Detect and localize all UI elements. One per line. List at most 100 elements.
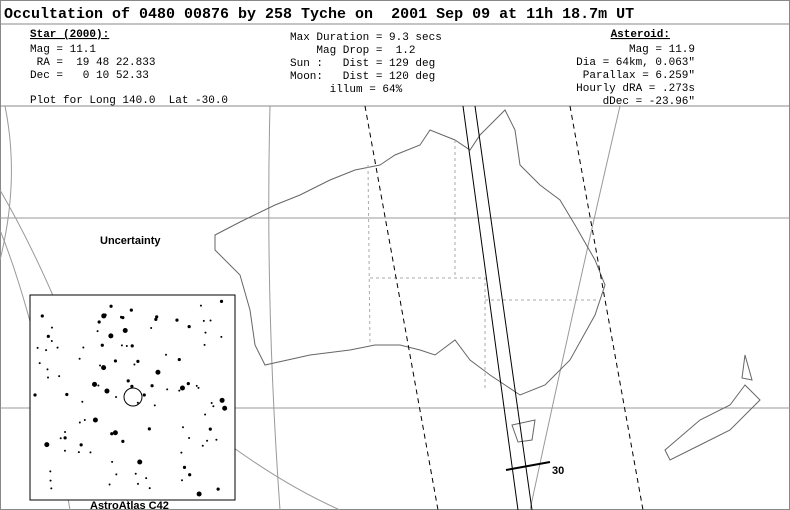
inset-chart xyxy=(29,294,236,501)
info-line: Dec = 0 10 52.33 xyxy=(30,70,149,82)
star-dot xyxy=(188,473,192,477)
star-dot xyxy=(177,357,181,362)
star-dot xyxy=(120,344,123,347)
info-line: Mag = 11.1 xyxy=(30,44,96,56)
star-dot xyxy=(92,381,98,387)
star-dot xyxy=(166,388,169,391)
info-line: Max Duration = 9.3 secs xyxy=(290,32,442,44)
uncertainty-label: Uncertainty xyxy=(100,235,161,247)
star-dot xyxy=(220,335,223,338)
star-dot xyxy=(38,362,41,365)
star-dot xyxy=(222,405,228,411)
star-dot xyxy=(182,465,187,469)
star-dot xyxy=(45,349,48,352)
inset-label: AstroAtlas C42 xyxy=(90,500,169,510)
asteroid-heading: Asteroid: xyxy=(611,29,670,41)
star-dot xyxy=(110,432,114,436)
star-dot xyxy=(134,472,137,475)
star-dot xyxy=(46,368,49,371)
star-dot xyxy=(210,401,213,404)
star-dot xyxy=(179,385,185,391)
star-field xyxy=(33,299,228,497)
star-dot xyxy=(100,343,104,347)
star-dot xyxy=(112,430,118,436)
info-line: Mag Drop = 1.2 xyxy=(290,45,415,57)
star-dot xyxy=(44,442,50,448)
info-line: illum = 64% xyxy=(290,84,403,96)
star-dot xyxy=(199,304,202,307)
star-dot xyxy=(120,315,123,318)
star-dot xyxy=(79,443,83,447)
star-dot xyxy=(145,477,148,480)
star-dot xyxy=(219,299,224,303)
info-line: Dia = 64km, 0.063" xyxy=(576,57,695,69)
star-dot xyxy=(136,482,139,485)
star-dot xyxy=(121,439,125,443)
shadow-path xyxy=(364,105,644,510)
star-dot xyxy=(216,487,220,491)
star-dot xyxy=(202,319,205,322)
tasmania xyxy=(511,419,536,443)
star-dot xyxy=(63,436,67,440)
star-dot xyxy=(78,421,81,424)
star-dot xyxy=(219,397,225,403)
target-circle xyxy=(123,387,143,407)
star-dot xyxy=(59,437,62,440)
info-line: Hourly dRA = .273s xyxy=(576,83,695,95)
star-dot xyxy=(203,343,206,346)
star-dot xyxy=(50,487,53,490)
star-dot xyxy=(50,326,53,329)
star-dot xyxy=(181,479,184,482)
star-dot xyxy=(56,346,59,349)
star-dot xyxy=(150,384,154,388)
star-dot xyxy=(78,357,81,360)
star-dot xyxy=(130,384,134,389)
australia xyxy=(214,109,606,396)
star-dot xyxy=(108,333,114,339)
star-dot xyxy=(99,364,102,367)
star-dot xyxy=(206,439,209,442)
star-dot xyxy=(204,413,207,416)
star-dot xyxy=(104,388,110,394)
arc xyxy=(268,105,281,510)
star-dot xyxy=(50,340,53,343)
star-dot xyxy=(154,317,158,321)
star-dot xyxy=(33,393,37,397)
star-dot xyxy=(97,384,100,387)
arc xyxy=(529,105,621,510)
plot-for: Plot for Long 140.0 Lat -30.0 xyxy=(30,95,228,107)
star-dot xyxy=(178,389,181,392)
star-dot xyxy=(113,359,118,363)
event-info: Max Duration = 9.3 secs Mag Drop = 1.2Su… xyxy=(290,32,442,96)
star-dot xyxy=(212,405,215,408)
star-dot xyxy=(197,386,200,389)
star-dot xyxy=(115,396,118,399)
info-line: Sun : Dist = 129 deg xyxy=(290,58,435,70)
star-dot xyxy=(136,401,139,404)
star-dot xyxy=(195,384,198,387)
star-dot xyxy=(155,315,159,319)
star-dot xyxy=(126,379,130,383)
star-dot xyxy=(101,313,107,319)
star-dot xyxy=(64,430,67,433)
star-dot xyxy=(82,346,85,349)
star-dot xyxy=(111,460,114,463)
star-dot xyxy=(63,449,66,452)
star-dot xyxy=(36,346,39,349)
star-dot xyxy=(204,331,207,334)
info-line: RA = 19 48 22.833 xyxy=(30,57,155,69)
star-dot xyxy=(81,400,84,403)
star-dot xyxy=(165,353,168,356)
star-dot xyxy=(130,344,134,348)
info-line: dDec = -23.96" xyxy=(603,96,695,108)
star-dot xyxy=(65,392,69,397)
info-line: Moon: Dist = 120 deg xyxy=(290,71,435,83)
star-dot xyxy=(136,359,140,364)
info-line: Parallax = 6.259" xyxy=(583,70,695,82)
star-dot xyxy=(96,330,99,333)
star-dot xyxy=(208,427,212,431)
star-dot xyxy=(122,328,128,334)
star-dot xyxy=(40,314,44,318)
star-dot xyxy=(47,376,50,379)
